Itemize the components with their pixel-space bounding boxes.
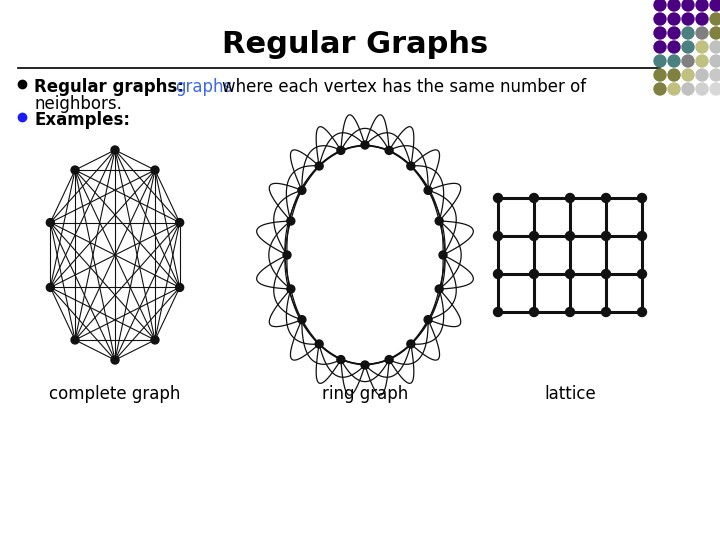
Circle shape — [565, 232, 575, 240]
Circle shape — [696, 0, 708, 11]
Circle shape — [654, 41, 666, 53]
Text: lattice: lattice — [544, 385, 596, 403]
Text: neighbors.: neighbors. — [34, 95, 122, 113]
Circle shape — [111, 146, 119, 154]
Text: ring graph: ring graph — [322, 385, 408, 403]
Circle shape — [654, 27, 666, 39]
Circle shape — [71, 166, 79, 174]
Circle shape — [565, 269, 575, 279]
Circle shape — [493, 307, 503, 316]
Circle shape — [637, 193, 647, 202]
Circle shape — [682, 27, 694, 39]
Circle shape — [710, 0, 720, 11]
Circle shape — [565, 307, 575, 316]
Circle shape — [601, 307, 611, 316]
Circle shape — [668, 13, 680, 25]
Circle shape — [601, 193, 611, 202]
Text: graphs: graphs — [175, 78, 233, 96]
Circle shape — [601, 232, 611, 240]
Circle shape — [668, 0, 680, 11]
Circle shape — [287, 217, 294, 225]
Circle shape — [493, 193, 503, 202]
Text: Examples:: Examples: — [34, 111, 130, 129]
Circle shape — [111, 356, 119, 364]
Circle shape — [654, 13, 666, 25]
Circle shape — [385, 146, 393, 154]
Circle shape — [682, 0, 694, 11]
Circle shape — [315, 340, 323, 348]
Circle shape — [682, 55, 694, 67]
Circle shape — [361, 141, 369, 149]
Text: Regular graphs:: Regular graphs: — [34, 78, 184, 96]
Circle shape — [654, 55, 666, 67]
Circle shape — [696, 55, 708, 67]
Circle shape — [529, 232, 539, 240]
Circle shape — [435, 285, 444, 293]
Circle shape — [71, 336, 79, 344]
Circle shape — [710, 69, 720, 81]
Circle shape — [176, 219, 184, 227]
Circle shape — [493, 232, 503, 240]
Circle shape — [682, 13, 694, 25]
Circle shape — [637, 232, 647, 240]
Circle shape — [435, 217, 444, 225]
Circle shape — [637, 307, 647, 316]
Circle shape — [668, 41, 680, 53]
Circle shape — [439, 251, 447, 259]
Circle shape — [696, 83, 708, 95]
Circle shape — [493, 269, 503, 279]
Circle shape — [424, 186, 432, 194]
Circle shape — [696, 41, 708, 53]
Circle shape — [407, 340, 415, 348]
Text: complete graph: complete graph — [49, 385, 181, 403]
Circle shape — [46, 284, 54, 292]
Circle shape — [529, 269, 539, 279]
Circle shape — [337, 356, 345, 363]
Circle shape — [565, 193, 575, 202]
Circle shape — [407, 162, 415, 170]
Circle shape — [696, 69, 708, 81]
Circle shape — [668, 27, 680, 39]
Circle shape — [315, 162, 323, 170]
Circle shape — [46, 219, 54, 227]
Circle shape — [337, 146, 345, 154]
Circle shape — [654, 0, 666, 11]
Circle shape — [424, 316, 432, 323]
Circle shape — [696, 13, 708, 25]
Circle shape — [283, 251, 291, 259]
Circle shape — [710, 83, 720, 95]
Circle shape — [361, 361, 369, 369]
Circle shape — [710, 41, 720, 53]
Circle shape — [637, 269, 647, 279]
Circle shape — [710, 13, 720, 25]
Circle shape — [668, 83, 680, 95]
Circle shape — [654, 83, 666, 95]
Circle shape — [298, 316, 306, 323]
Circle shape — [668, 55, 680, 67]
Circle shape — [696, 27, 708, 39]
Circle shape — [682, 41, 694, 53]
Circle shape — [654, 69, 666, 81]
Circle shape — [682, 83, 694, 95]
Circle shape — [529, 193, 539, 202]
Circle shape — [151, 166, 159, 174]
Text: where each vertex has the same number of: where each vertex has the same number of — [222, 78, 586, 96]
Circle shape — [176, 284, 184, 292]
Circle shape — [668, 69, 680, 81]
Circle shape — [287, 285, 294, 293]
Circle shape — [151, 336, 159, 344]
Circle shape — [385, 356, 393, 363]
Circle shape — [710, 27, 720, 39]
Text: Regular Graphs: Regular Graphs — [222, 30, 488, 59]
Circle shape — [529, 307, 539, 316]
Circle shape — [298, 186, 306, 194]
Circle shape — [682, 69, 694, 81]
Circle shape — [710, 55, 720, 67]
Circle shape — [601, 269, 611, 279]
